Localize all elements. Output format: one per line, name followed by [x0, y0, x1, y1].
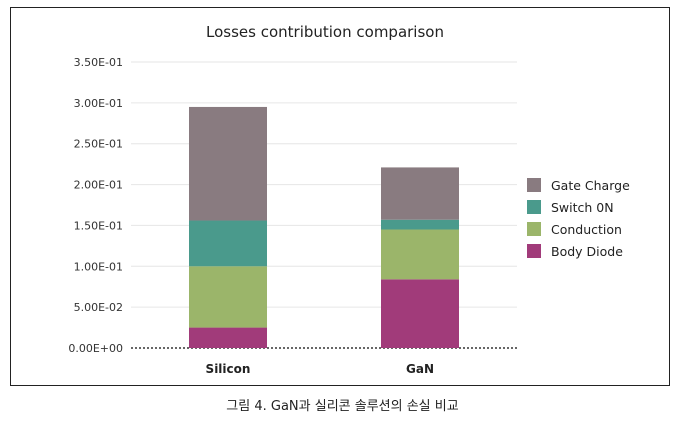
legend-swatch [527, 222, 541, 236]
y-tick-label: 1.00E-01 [74, 260, 123, 273]
x-tick-label: Silicon [206, 362, 251, 376]
bar-segment-body-diode [189, 327, 267, 348]
y-tick-label: 3.50E-01 [74, 56, 123, 69]
legend-label: Body Diode [551, 244, 623, 259]
legend-label: Conduction [551, 222, 622, 237]
y-tick-label: 3.00E-01 [74, 97, 123, 110]
stacked-bar-chart: Losses contribution comparison 0.00E+00 5… [68, 23, 630, 376]
legend-label: Gate Charge [551, 178, 630, 193]
chart-frame: Losses contribution comparison 0.00E+00 5… [10, 7, 670, 386]
bar-segment-conduction [381, 229, 459, 280]
bar-segment-gate-charge [189, 106, 267, 221]
y-tick-label: 1.50E-01 [74, 219, 123, 232]
y-tick-label: 5.00E-02 [74, 301, 123, 314]
y-tick-label: 2.00E-01 [74, 179, 123, 192]
chart-title: Losses contribution comparison [206, 23, 444, 41]
legend-label: Switch 0N [551, 200, 614, 215]
bar-segment-gate-charge [381, 167, 459, 220]
bar-segment-switch-0n [189, 220, 267, 267]
bar-segment-body-diode [381, 279, 459, 348]
figure-caption: 그림 4. GaN과 실리콘 솔루션의 손실 비교 [226, 399, 459, 414]
legend-swatch [527, 178, 541, 192]
bar-segment-conduction [189, 266, 267, 328]
y-tick-label: 2.50E-01 [74, 138, 123, 151]
bar-segment-switch-0n [381, 219, 459, 230]
legend-swatch [527, 200, 541, 214]
legend-swatch [527, 244, 541, 258]
x-tick-label: GaN [406, 362, 434, 376]
y-tick-label: 0.00E+00 [68, 342, 123, 355]
